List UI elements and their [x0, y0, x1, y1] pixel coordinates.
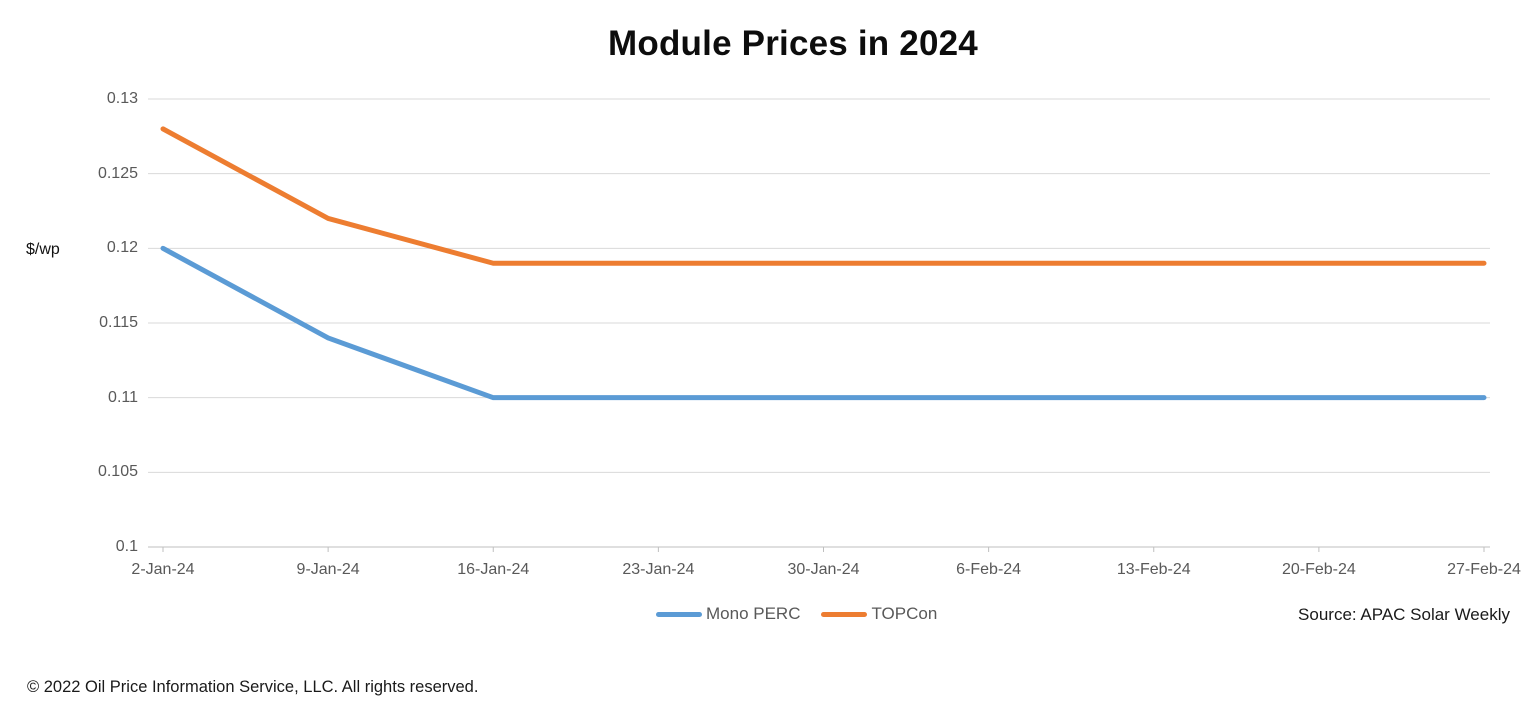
- x-axis-tick-label: 30-Jan-24: [787, 561, 860, 578]
- legend-marker-icon: [656, 611, 702, 617]
- legend-item-label: Mono PERC: [706, 604, 801, 623]
- series-line-mono-perc: [160, 245, 1487, 401]
- x-axis-tick-label: 23-Jan-24: [622, 561, 695, 578]
- legend-marker-icon: [821, 611, 868, 617]
- y-axis-tick-label: 0.11: [108, 388, 138, 406]
- source-note: Source: APAC Solar Weekly: [1298, 605, 1510, 624]
- y-axis-label: $/wp: [26, 241, 60, 258]
- copyright-note: © 2022 Oil Price Information Service, LL…: [27, 678, 479, 696]
- series-line-topcon: [160, 126, 1487, 266]
- x-axis-tick-label: 9-Jan-24: [296, 561, 360, 578]
- y-axis-tick-label: 0.1: [115, 538, 138, 555]
- legend-item-label: TOPCon: [871, 604, 938, 623]
- x-axis-tick-label: 16-Jan-24: [457, 561, 530, 578]
- x-axis-tick-label: 20-Feb-24: [1281, 561, 1356, 578]
- y-axis-tick-label: 0.13: [106, 90, 138, 107]
- x-axis-tick-label: 13-Feb-24: [1116, 561, 1191, 578]
- legend-item-mono-perc: Mono PERC: [656, 604, 800, 624]
- y-axis-tick-label: 0.105: [97, 463, 138, 481]
- x-axis-tick-label: 2-Jan-24: [131, 561, 195, 578]
- legend-item-topcon: TOPCon: [821, 604, 937, 624]
- y-axis-tick-label: 0.125: [97, 164, 138, 182]
- y-axis-tick-label: 0.115: [99, 314, 138, 331]
- x-axis-tick-label: 6-Feb-24: [956, 561, 1022, 578]
- x-axis-tick-label: 27-Feb-24: [1447, 561, 1521, 578]
- y-axis-tick-label: 0.12: [106, 239, 138, 257]
- chart-legend: Mono PERC TOPCon: [656, 604, 937, 624]
- chart-title: Module Prices in 2024: [608, 24, 978, 63]
